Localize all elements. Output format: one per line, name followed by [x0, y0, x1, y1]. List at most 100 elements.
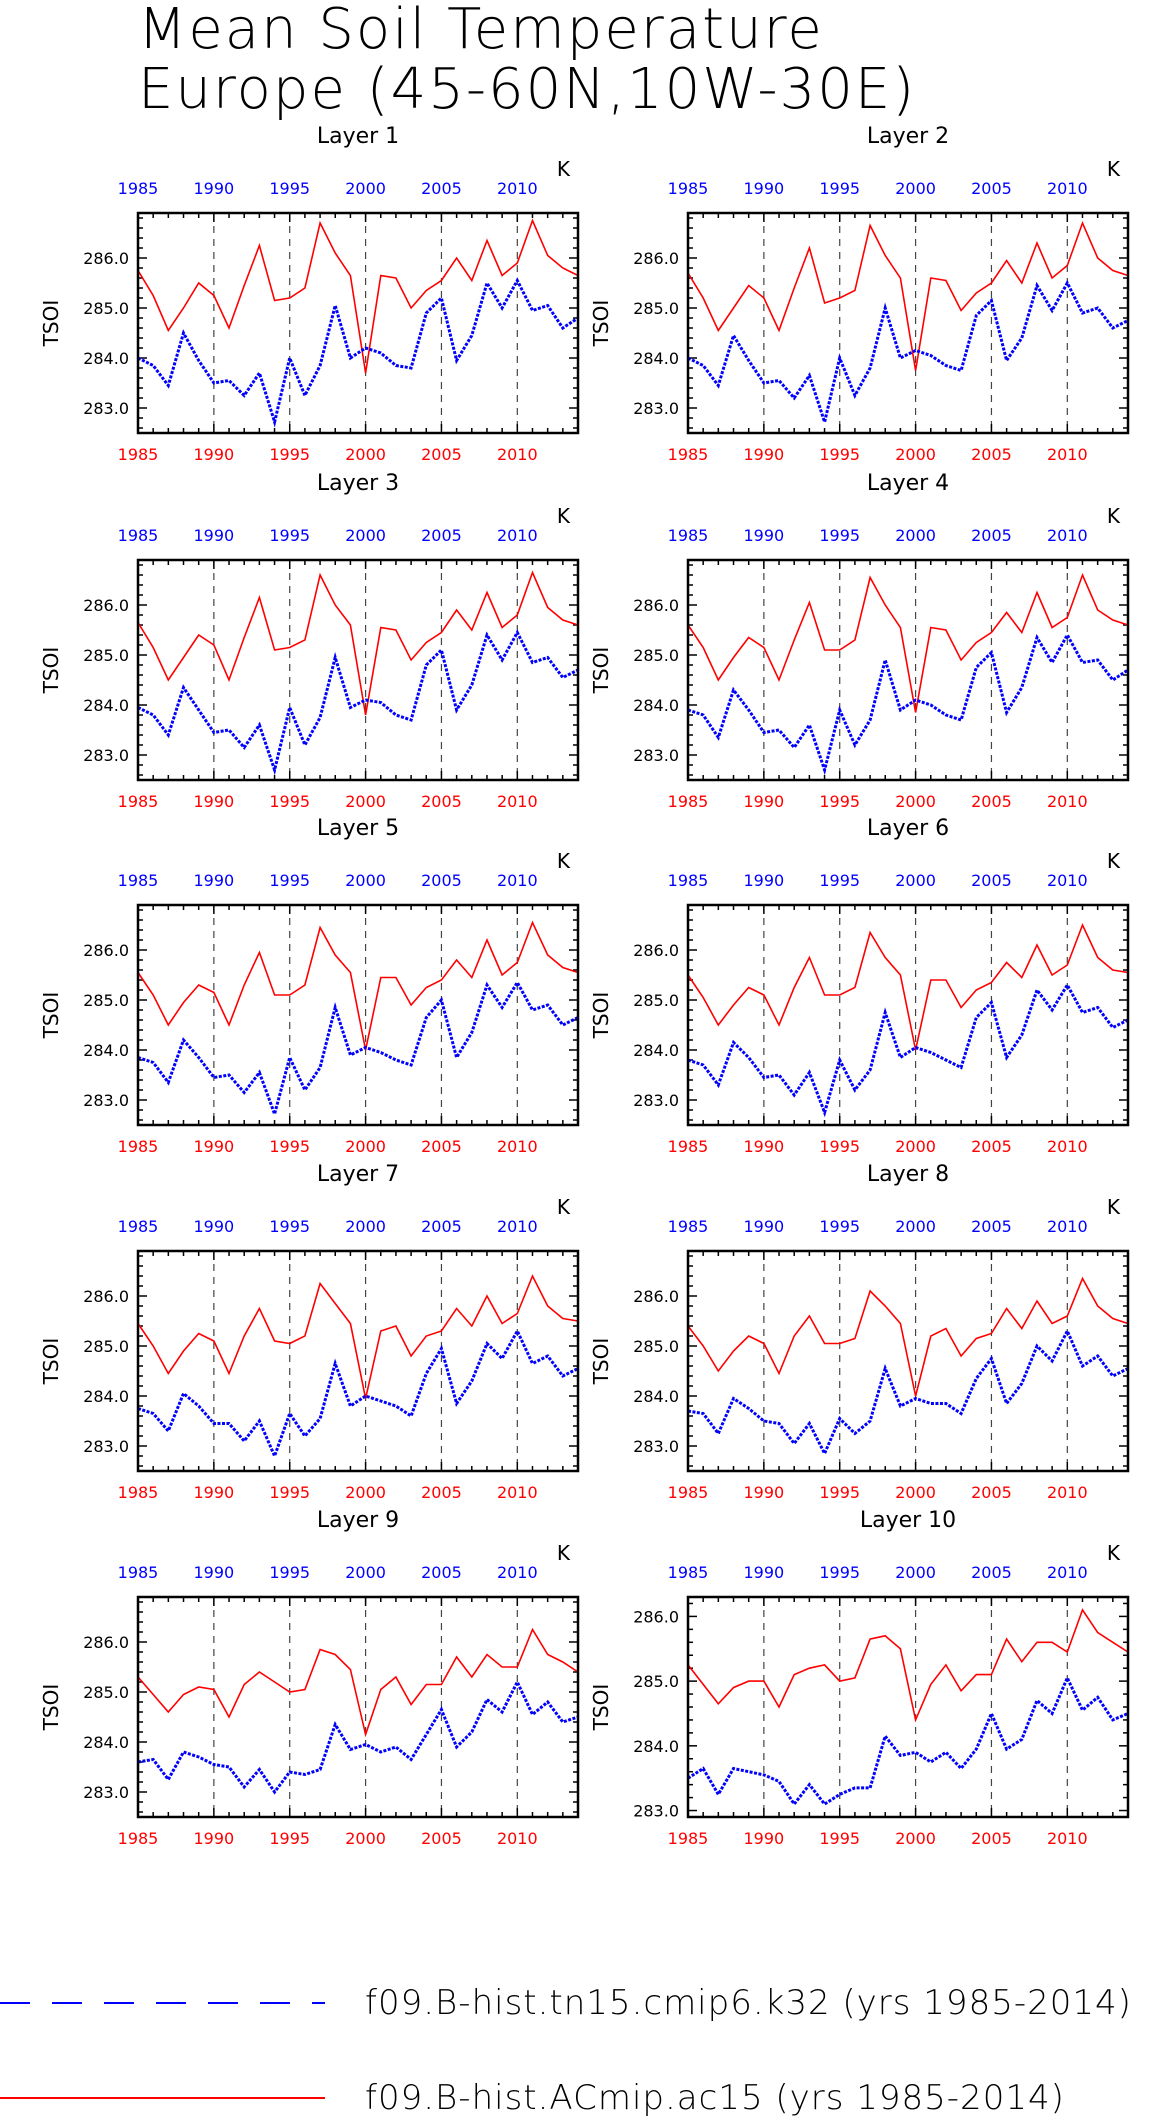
y-tick-label: 286.0 — [83, 1633, 129, 1652]
y-tick-label: 286.0 — [633, 596, 679, 615]
series-line-k32 — [687, 631, 1129, 776]
x-tick-label-top: 2000 — [345, 1217, 386, 1236]
y-axis-label: TSOI — [39, 992, 63, 1040]
units-label: K — [557, 504, 571, 528]
x-tick-label-bottom: 1985 — [118, 445, 159, 464]
y-tick-label: 286.0 — [633, 941, 679, 960]
x-tick-label-top: 2010 — [497, 179, 538, 198]
y-tick-label: 284.0 — [633, 696, 679, 715]
x-tick-label-top: 2005 — [971, 1563, 1012, 1582]
y-axis-label: TSOI — [39, 647, 63, 695]
x-tick-label-bottom: 1995 — [819, 1137, 860, 1156]
y-tick-label: 285.0 — [633, 991, 679, 1010]
units-label: K — [1107, 504, 1121, 528]
series-line-k32 — [137, 1327, 579, 1461]
x-tick-label-bottom: 1995 — [819, 445, 860, 464]
x-tick-label-bottom: 2010 — [1047, 1483, 1088, 1502]
x-tick-label-bottom: 2005 — [971, 1483, 1012, 1502]
x-tick-label-top: 2005 — [971, 179, 1012, 198]
plot-grid: Layer 1 K 1985 1985 1990 1990 1995 1995 2000 2000… — [39, 124, 1130, 1848]
x-tick-label-top: 2010 — [497, 1563, 538, 1582]
x-tick-label-top: 2000 — [345, 179, 386, 198]
x-tick-label-bottom: 2010 — [497, 1483, 538, 1502]
x-tick-label-bottom: 2000 — [895, 1483, 936, 1502]
y-tick-label: 284.0 — [633, 1387, 679, 1406]
x-tick-label-bottom: 2005 — [421, 1829, 462, 1848]
x-tick-label-bottom: 2005 — [421, 1483, 462, 1502]
x-tick-label-top: 1985 — [668, 179, 709, 198]
x-tick-label-top: 2010 — [1047, 1563, 1088, 1582]
x-tick-label-bottom: 2005 — [971, 445, 1012, 464]
y-tick-label: 286.0 — [633, 1607, 679, 1626]
x-tick-label-top: 2000 — [895, 871, 936, 890]
x-tick-label-bottom: 1990 — [194, 1829, 235, 1848]
x-tick-label-top: 2000 — [895, 526, 936, 545]
x-tick-label-bottom: 2000 — [345, 445, 386, 464]
y-tick-label: 283.0 — [83, 1091, 129, 1110]
y-axis-label: TSOI — [589, 1338, 613, 1386]
y-tick-label: 283.0 — [83, 746, 129, 765]
x-tick-label-bottom: 1985 — [118, 1483, 159, 1502]
x-tick-label-bottom: 1995 — [819, 792, 860, 811]
x-tick-label-top: 1995 — [819, 1563, 860, 1582]
y-tick-label: 286.0 — [83, 596, 129, 615]
x-tick-label-top: 2010 — [1047, 871, 1088, 890]
x-tick-label-top: 2010 — [1047, 1217, 1088, 1236]
x-tick-label-bottom: 1995 — [269, 1137, 310, 1156]
y-tick-label: 284.0 — [83, 1041, 129, 1060]
x-tick-label-bottom: 2010 — [1047, 1829, 1088, 1848]
x-tick-label-top: 2005 — [971, 526, 1012, 545]
y-tick-label: 284.0 — [83, 696, 129, 715]
units-label: K — [1107, 157, 1121, 181]
x-tick-label-bottom: 1990 — [194, 1137, 235, 1156]
x-tick-label-top: 2005 — [421, 1217, 462, 1236]
x-tick-label-top: 1995 — [269, 1217, 310, 1236]
x-tick-label-bottom: 1990 — [744, 1137, 785, 1156]
y-tick-label: 286.0 — [633, 249, 679, 268]
x-tick-label-top: 2000 — [345, 871, 386, 890]
y-tick-label: 284.0 — [83, 349, 129, 368]
x-tick-label-bottom: 1985 — [118, 1137, 159, 1156]
x-tick-label-top: 2005 — [971, 1217, 1012, 1236]
x-tick-label-top: 1990 — [744, 1217, 785, 1236]
y-tick-label: 285.0 — [633, 299, 679, 318]
y-tick-label: 285.0 — [83, 1337, 129, 1356]
y-tick-label: 285.0 — [83, 1683, 129, 1702]
series-line-k32 — [137, 1678, 579, 1795]
y-tick-label: 283.0 — [633, 1802, 679, 1821]
x-tick-label-top: 1985 — [118, 1563, 159, 1582]
plot-frame — [136, 211, 580, 435]
series-line-ac15 — [687, 1276, 1129, 1397]
y-tick-label: 284.0 — [633, 1737, 679, 1756]
x-tick-label-bottom: 2005 — [971, 792, 1012, 811]
x-tick-label-top: 1990 — [744, 1563, 785, 1582]
x-tick-label-top: 2005 — [421, 871, 462, 890]
units-label: K — [1107, 849, 1121, 873]
x-tick-label-bottom: 2010 — [497, 1137, 538, 1156]
y-axis-label: TSOI — [589, 647, 613, 695]
series-line-k32 — [687, 1674, 1129, 1807]
series-line-ac15 — [137, 1627, 579, 1738]
x-tick-label-top: 1995 — [819, 871, 860, 890]
series-line-k32 — [137, 979, 579, 1119]
y-tick-label: 283.0 — [633, 1437, 679, 1456]
x-tick-label-bottom: 2005 — [971, 1829, 1012, 1848]
chart-panel-10: Layer 10 K 1985 1985 1990 1990 1995 1995 2000 200… — [589, 1508, 1130, 1848]
x-tick-label-top: 1985 — [118, 871, 159, 890]
series-line-ac15 — [137, 1274, 579, 1399]
x-tick-label-top: 1990 — [744, 179, 785, 198]
panel-title: Layer 8 — [867, 1162, 949, 1187]
series-line-ac15 — [687, 220, 1129, 371]
x-tick-label-top: 1990 — [194, 526, 235, 545]
y-tick-label: 284.0 — [83, 1733, 129, 1752]
x-tick-label-bottom: 1995 — [269, 792, 310, 811]
y-tick-label: 284.0 — [633, 349, 679, 368]
x-tick-label-top: 1995 — [269, 179, 310, 198]
panel-title: Layer 5 — [317, 816, 399, 841]
x-tick-label-bottom: 1990 — [194, 445, 235, 464]
x-tick-label-bottom: 1995 — [269, 1483, 310, 1502]
x-tick-label-bottom: 1985 — [118, 792, 159, 811]
panel-title: Layer 1 — [317, 124, 399, 149]
chart-panel-8: Layer 8 K 1985 1985 1990 1990 1995 1995 2000 2000… — [589, 1162, 1130, 1502]
x-tick-label-bottom: 1995 — [819, 1829, 860, 1848]
